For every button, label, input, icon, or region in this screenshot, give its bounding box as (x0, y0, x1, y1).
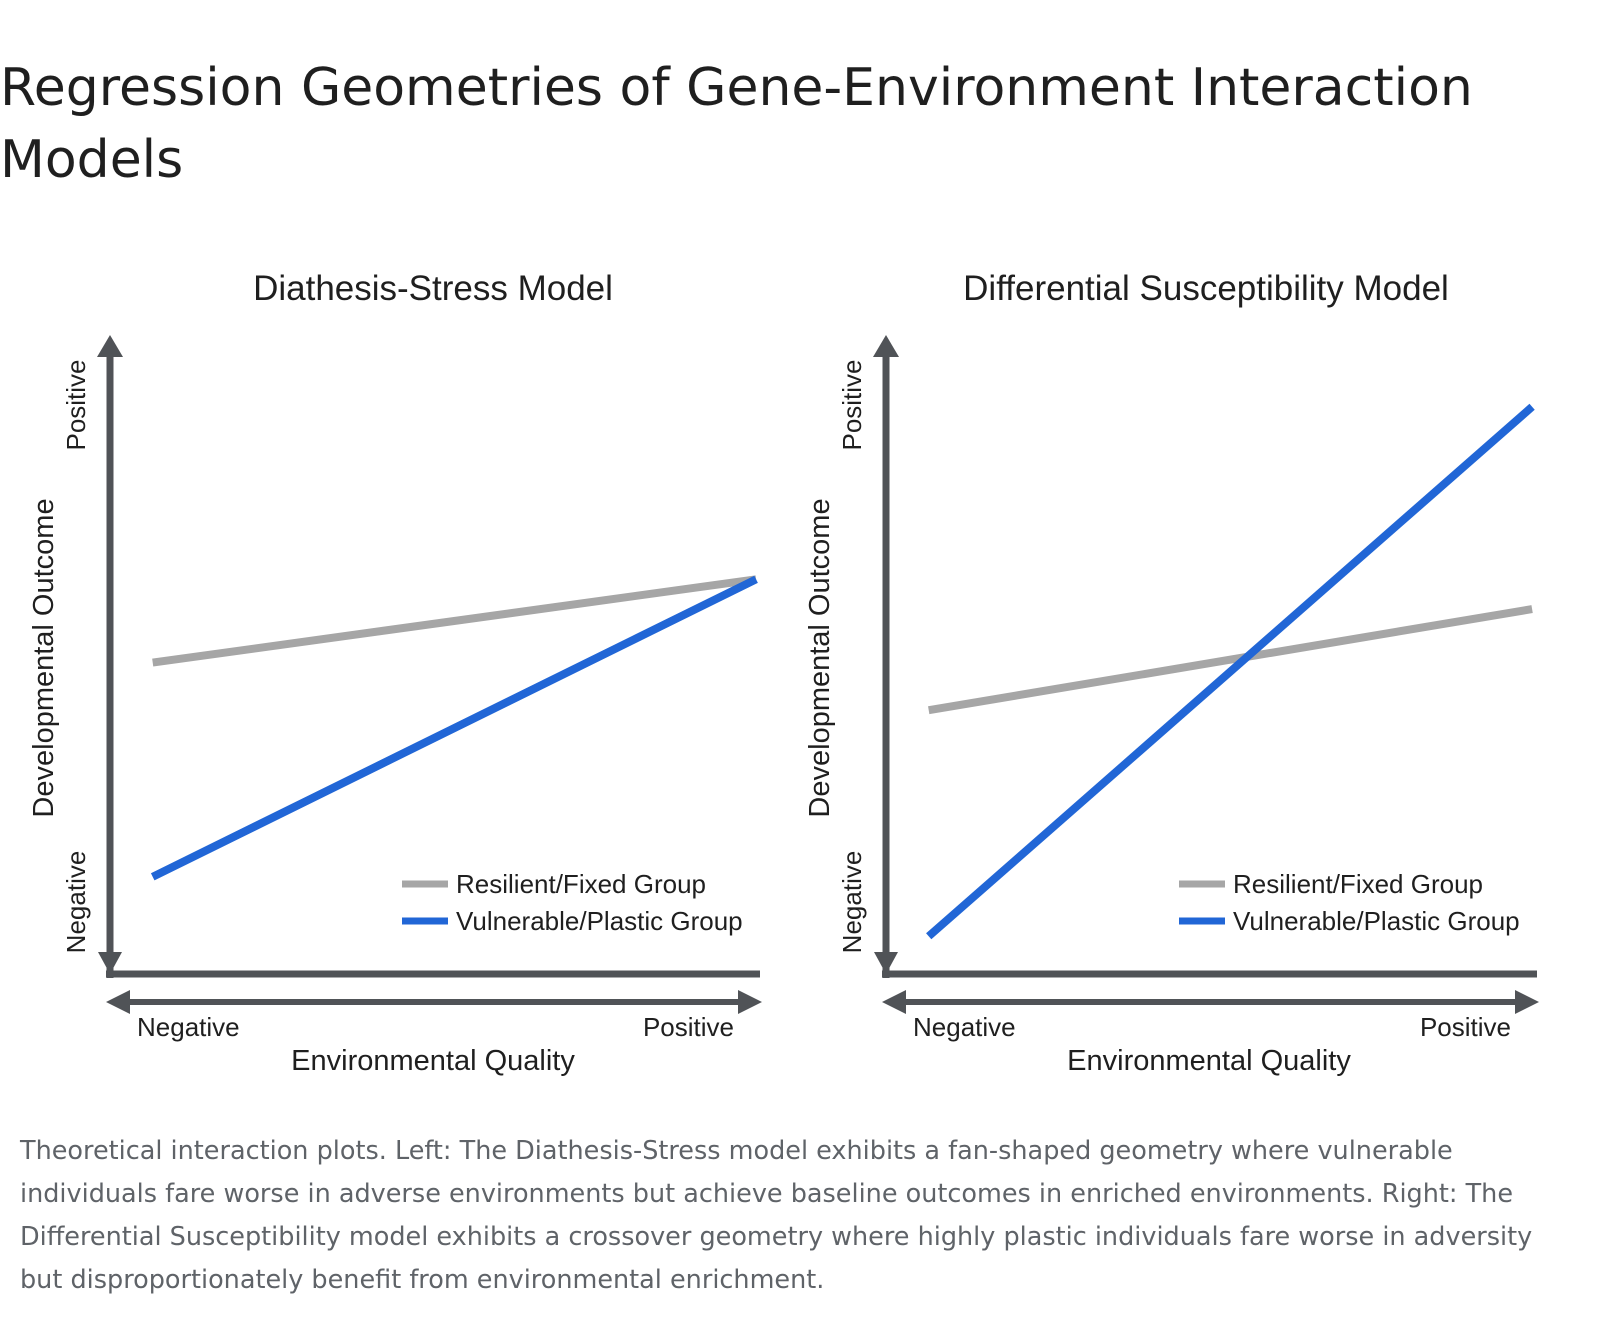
interaction-plots: Diathesis-Stress Model Negative Positive En… (28, 269, 1539, 1077)
y-axis-arrow-up (873, 335, 899, 357)
y-axis-label: Developmental Outcome (28, 498, 60, 817)
legend-label-vulnerable: Vulnerable/Plastic Group (1233, 906, 1520, 936)
series-line-vulnerable (926, 403, 1535, 940)
y-axis-arrow-down (874, 952, 898, 974)
x-tick-label-positive: Positive (643, 1012, 734, 1042)
figure: Diathesis-Stress Model Negative Positive En… (0, 250, 1600, 1130)
x-axis-label: Environmental Quality (1067, 1045, 1351, 1077)
figure-caption: Theoretical interaction plots. Left: The… (20, 1136, 1533, 1295)
x-range-arrow-left (882, 990, 906, 1014)
chart-panel-2: Differential Susceptibility Model Negativ… (804, 269, 1539, 1077)
y-axis-label: Developmental Outcome (804, 498, 836, 817)
x-axis-label: Environmental Quality (291, 1045, 575, 1077)
y-tick-label-negative: Negative (837, 851, 867, 954)
legend: Resilient/Fixed Group Vulnerable/Plastic … (402, 869, 743, 936)
chart-title: Diathesis-Stress Model (253, 269, 613, 308)
y-axis-arrow-up (97, 335, 123, 357)
x-range-arrow-right (738, 990, 762, 1014)
series-line-resilient (928, 605, 1533, 715)
legend-label-resilient: Resilient/Fixed Group (456, 869, 706, 899)
x-tick-label-negative: Negative (913, 1012, 1016, 1042)
y-tick-label-negative: Negative (61, 851, 91, 954)
x-range-arrow-right (1515, 990, 1539, 1014)
x-range-arrow-left (106, 990, 130, 1014)
legend-label-resilient: Resilient/Fixed Group (1233, 869, 1483, 899)
x-tick-label-positive: Positive (1420, 1012, 1511, 1042)
x-tick-label-negative: Negative (137, 1012, 240, 1042)
chart-panel-1: Diathesis-Stress Model Negative Positive En… (28, 269, 762, 1077)
page-title: Regression Geometries of Gene-Environmen… (0, 58, 1473, 190)
chart-title: Differential Susceptibility Model (963, 269, 1449, 308)
series-line-resilient (152, 575, 757, 667)
y-axis-arrow-down (98, 952, 122, 974)
legend-label-vulnerable: Vulnerable/Plastic Group (456, 906, 743, 936)
y-tick-label-positive: Positive (837, 359, 867, 450)
y-tick-label-positive: Positive (61, 359, 91, 450)
legend: Resilient/Fixed Group Vulnerable/Plastic … (1179, 869, 1520, 936)
series-line-vulnerable (150, 575, 758, 881)
